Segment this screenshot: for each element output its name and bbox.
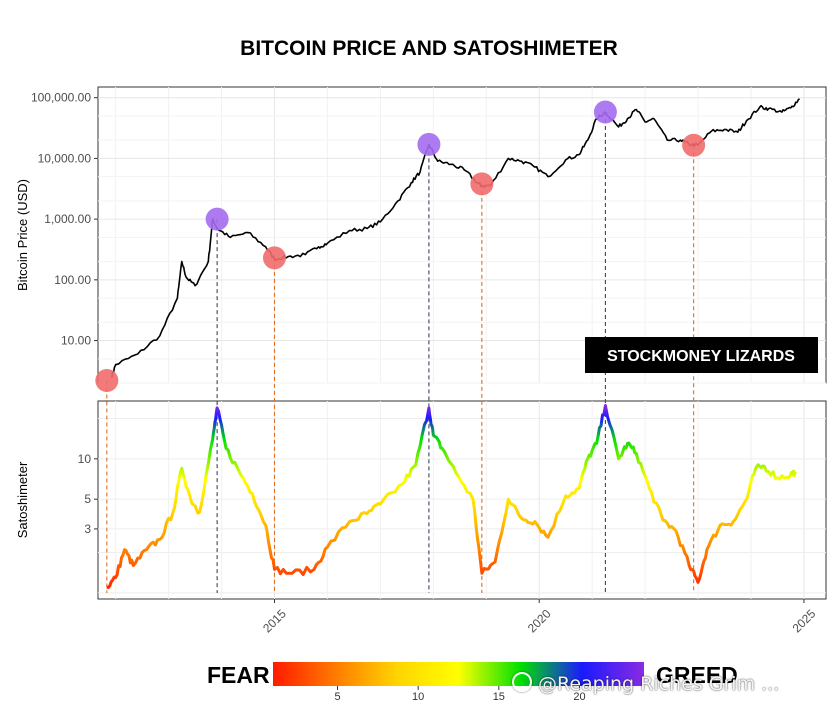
watermark: @Reaping Riches Grim ... [512, 672, 779, 695]
price-panel-frame [97, 86, 827, 384]
x-axis-ticks: 2015 2020 2025 [260, 599, 819, 635]
watermark-text: @Reaping Riches Grim ... [538, 673, 780, 695]
legend-ticks: 5 10 15 20 [334, 686, 586, 703]
cycle-markers [95, 100, 706, 392]
price-tick-label: 1,000.00 [44, 212, 91, 226]
satoshimeter-line [106, 404, 797, 589]
satoshimeter-tick-label: 3 [84, 522, 91, 536]
satoshimeter-y-axis-label: Satoshimeter [15, 461, 30, 538]
price-y-axis-label: Bitcoin Price (USD) [15, 179, 30, 291]
marker-fear [262, 246, 286, 270]
legend-tick-label: 20 [573, 691, 585, 703]
satoshimeter-panel-frame [97, 400, 827, 600]
cycle-guide-lines [106, 112, 695, 593]
price-tick-label: 100,000.00 [31, 91, 91, 105]
satoshimeter-tick-label: 10 [78, 452, 92, 466]
price-tick-label: 10,000.00 [38, 151, 92, 165]
satoshimeter-tick-label: 5 [84, 492, 91, 506]
watermark-logo-icon [512, 672, 532, 692]
legend-tick-label: 15 [493, 691, 505, 703]
stockmoney-lizards-badge: STOCKMONEY LIZARDS [585, 337, 818, 373]
x-tick-label: 2015 [260, 606, 289, 635]
marker-greed [205, 207, 229, 231]
price-y-ticks: 10.00 100.00 1,000.00 10,000.00 100,000.00 [31, 91, 98, 348]
chart-title: BITCOIN PRICE AND SATOSHIMETER [240, 37, 618, 60]
marker-fear [470, 172, 494, 196]
price-tick-label: 100.00 [54, 273, 91, 287]
marker-greed [417, 132, 441, 156]
marker-greed [593, 100, 617, 124]
price-tick-label: 10.00 [61, 334, 91, 348]
fear-greed-legend: FEAR 5 10 15 20 GREED [207, 662, 738, 703]
satoshimeter-y-ticks: 3 5 10 [78, 452, 98, 536]
x-tick-label: 2020 [525, 606, 554, 635]
price-gridlines [98, 87, 826, 384]
legend-greed-label: GREED [656, 662, 738, 688]
legend-tick-label: 10 [412, 691, 424, 703]
x-tick-label: 2025 [790, 606, 819, 635]
marker-fear [682, 133, 706, 157]
legend-color-bar [273, 662, 644, 686]
legend-tick-label: 5 [334, 691, 340, 703]
badge-label: STOCKMONEY LIZARDS [607, 348, 795, 365]
legend-fear-label: FEAR [207, 662, 270, 688]
marker-fear [95, 368, 119, 392]
